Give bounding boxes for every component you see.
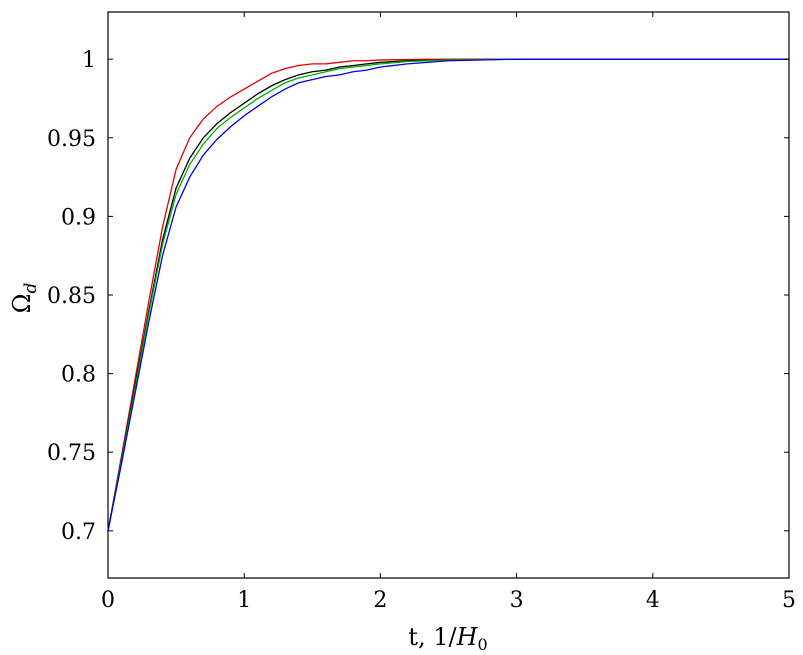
y-tick-label: 1 xyxy=(82,48,96,73)
series-line-3 xyxy=(107,58,789,531)
y-axis-label: Ωd xyxy=(8,282,41,313)
x-tick-label: 5 xyxy=(782,588,796,613)
x-tick-label: 4 xyxy=(646,588,660,613)
series-line-2 xyxy=(107,58,789,531)
y-tick-label: 0.85 xyxy=(47,284,96,309)
y-tick-label: 0.9 xyxy=(61,205,96,230)
series-line-1 xyxy=(107,58,789,531)
y-tick-label: 0.75 xyxy=(47,441,96,466)
x-tick-label: 2 xyxy=(373,588,387,613)
y-tick-label: 0.95 xyxy=(47,127,96,152)
series-layer xyxy=(107,58,789,531)
y-tick-label: 0.8 xyxy=(61,363,96,388)
plot-area xyxy=(107,11,790,579)
series-line-0 xyxy=(107,58,789,531)
x-tick-label: 3 xyxy=(510,588,524,613)
plot-frame xyxy=(107,11,790,579)
x-axis-label: t, 1/H0 xyxy=(408,623,487,654)
ticks-layer: 0 1 2 3 4 5 0.7 0.75 0.8 0.85 0.9 0.95 1 xyxy=(47,12,796,613)
y-tick-label: 0.7 xyxy=(61,520,96,545)
x-tick-label: 0 xyxy=(101,588,115,613)
x-tick-label: 1 xyxy=(237,588,251,613)
